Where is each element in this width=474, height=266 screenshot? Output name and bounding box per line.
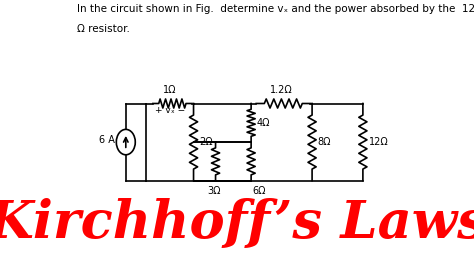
Text: 1.2Ω: 1.2Ω [270,85,293,95]
Text: 3Ω: 3Ω [207,186,220,196]
Text: 6 A: 6 A [99,135,115,145]
Text: 2Ω: 2Ω [200,137,213,147]
Text: + vₓ −: + vₓ − [155,106,185,115]
Text: Ω resistor.: Ω resistor. [77,24,129,34]
Text: 6Ω: 6Ω [252,186,265,196]
Text: Kirchhoff’s Laws: Kirchhoff’s Laws [0,198,474,249]
Text: 12Ω: 12Ω [369,137,388,147]
Text: In the circuit shown in Fig.  determine vₓ and the power absorbed by the  12: In the circuit shown in Fig. determine v… [77,4,474,14]
Text: 8Ω: 8Ω [318,137,331,147]
Text: 1Ω: 1Ω [163,85,177,95]
Text: 4Ω: 4Ω [257,118,270,128]
